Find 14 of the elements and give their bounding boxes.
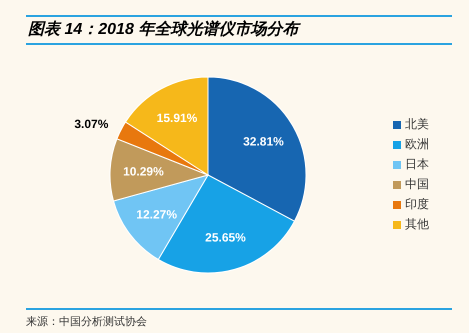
chart-title: 图表 14：2018 年全球光谱仪市场分布 [26, 17, 452, 43]
legend-label: 欧洲 [405, 137, 429, 151]
data-label: 15.91% [156, 111, 198, 126]
data-label: 32.81% [243, 134, 284, 149]
data-label: 12.27% [136, 207, 178, 222]
data-label: 25.65% [205, 230, 246, 244]
legend-label: 中国 [405, 177, 429, 191]
legend-label: 日本 [405, 157, 429, 171]
data-label: 10.29% [123, 164, 164, 178]
legend-label: 北美 [405, 117, 429, 131]
legend-label: 其他 [405, 217, 429, 231]
source-note: 来源：中国分析测试协会 [26, 310, 452, 329]
legend-label: 印度 [405, 197, 429, 211]
data-label: 3.07% [74, 116, 109, 131]
